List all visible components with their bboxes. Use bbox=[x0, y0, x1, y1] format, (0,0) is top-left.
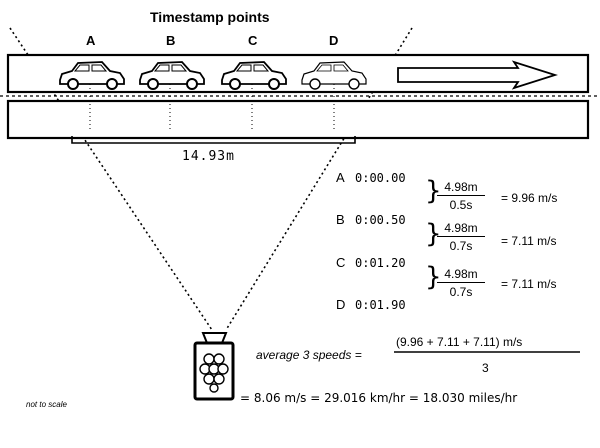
average-numerator: (9.96 + 7.11 + 7.11) m/s bbox=[396, 335, 523, 349]
diagram-title: Timestamp points bbox=[150, 9, 270, 25]
measurement-bracket bbox=[71, 136, 356, 144]
distance-label: 14.93m bbox=[182, 149, 235, 164]
point-label: D bbox=[329, 33, 339, 48]
fraction-numerator: 4.98m bbox=[437, 268, 485, 283]
car-icon bbox=[301, 61, 367, 90]
timestamp-lines bbox=[89, 84, 335, 132]
fov-right-line bbox=[225, 27, 413, 331]
timestamp-label: D bbox=[336, 297, 346, 312]
fraction-denominator: 0.7s bbox=[449, 285, 473, 299]
average-label: average 3 speeds = bbox=[256, 348, 362, 362]
car-icon bbox=[139, 61, 205, 90]
point-label: C bbox=[248, 33, 258, 48]
fraction-numerator: 4.98m bbox=[437, 181, 485, 196]
point-label: B bbox=[166, 33, 176, 48]
car-icon bbox=[59, 61, 125, 90]
timestamp-label: C bbox=[336, 255, 346, 270]
car-icon bbox=[221, 61, 287, 90]
timestamp-value: 0:00.00 bbox=[355, 171, 406, 185]
camera-icon bbox=[193, 332, 235, 401]
final-result: = 8.06 m/s = 29.016 km/hr = 18.030 miles… bbox=[240, 391, 518, 405]
brace-icon: } bbox=[425, 219, 442, 249]
average-denominator: 3 bbox=[482, 361, 489, 375]
timestamp-value: 0:01.20 bbox=[355, 256, 406, 270]
timestamp-label: B bbox=[336, 212, 345, 227]
speed-fraction: 4.98m 0.7s bbox=[437, 268, 485, 298]
speed-result: = 9.96 m/s bbox=[501, 191, 558, 205]
point-label: A bbox=[86, 33, 96, 48]
fraction-numerator: 4.98m bbox=[437, 222, 485, 237]
speed-fraction: 4.98m 0.7s bbox=[437, 222, 485, 252]
brace-icon: } bbox=[425, 262, 442, 292]
speed-result: = 7.11 m/s bbox=[501, 234, 557, 248]
speed-result: = 7.11 m/s bbox=[501, 277, 557, 291]
scale-note: not to scale bbox=[26, 400, 67, 409]
fraction-denominator: 0.5s bbox=[449, 198, 473, 212]
timestamp-value: 0:00.50 bbox=[355, 213, 406, 227]
direction-arrow-icon bbox=[397, 60, 558, 90]
timestamp-label: A bbox=[336, 170, 345, 185]
brace-icon: } bbox=[425, 176, 442, 206]
timestamp-value: 0:01.90 bbox=[355, 298, 406, 312]
fraction-denominator: 0.7s bbox=[449, 239, 473, 253]
speed-fraction: 4.98m 0.5s bbox=[437, 181, 485, 211]
road-lane-bottom bbox=[6, 99, 590, 140]
